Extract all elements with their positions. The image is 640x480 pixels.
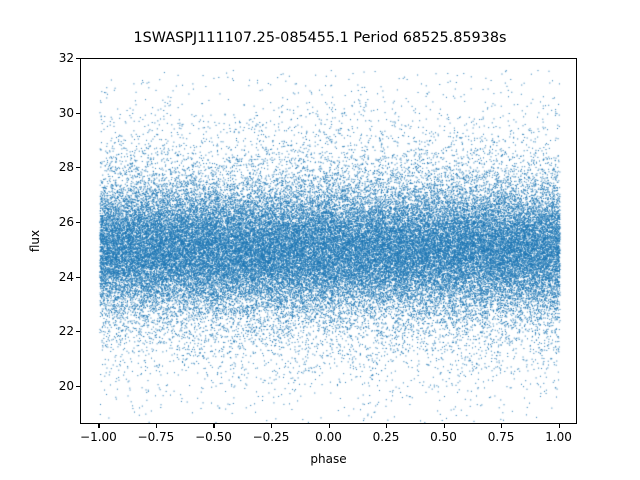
x-tick-mark [558,424,560,428]
y-tick-label: 22 [58,324,74,339]
y-tick-label: 24 [58,269,74,284]
x-tick-label: 0.75 [487,430,515,444]
y-tick-mark [76,385,80,387]
x-tick-mark [443,424,445,428]
x-tick-mark [328,424,330,428]
y-tick-label: 26 [58,214,74,229]
y-tick-mark [76,58,80,60]
y-tick-label: 32 [58,51,74,65]
y-tick-label: 28 [58,160,74,175]
y-tick-mark [76,221,80,223]
x-tick-label: 0.00 [315,430,342,444]
y-tick-mark [76,112,80,114]
x-tick-mark [270,424,273,428]
y-axis-ticks: 20 22 24 26 28 30 32 [34,0,74,480]
x-tick-mark [386,424,388,428]
x-tick-mark [98,424,100,428]
y-tick-mark [76,167,80,169]
x-tick-label: −0.75 [137,430,175,444]
x-tick-label: −0.25 [252,430,290,444]
x-tick-label: 0.25 [372,430,400,444]
x-axis-label: phase [310,452,347,466]
y-axis-label: flux [28,229,42,253]
y-tick-label: 20 [58,378,74,393]
x-tick-label: −1.00 [80,430,117,444]
scatter-points [81,59,576,423]
x-tick-label: −0.50 [195,430,232,444]
x-tick-mark [501,424,503,428]
x-tick-label: 1.00 [545,430,572,444]
y-tick-mark [76,276,80,278]
y-tick-mark [76,331,80,333]
x-tick-mark [213,424,215,428]
y-tick-label: 30 [58,105,74,120]
x-tick-label: 0.50 [430,430,457,444]
page-title: 1SWASPJ111107.25-085455.1 Period 68525.8… [133,30,507,46]
x-tick-mark [155,424,158,428]
plot-area [80,58,577,424]
